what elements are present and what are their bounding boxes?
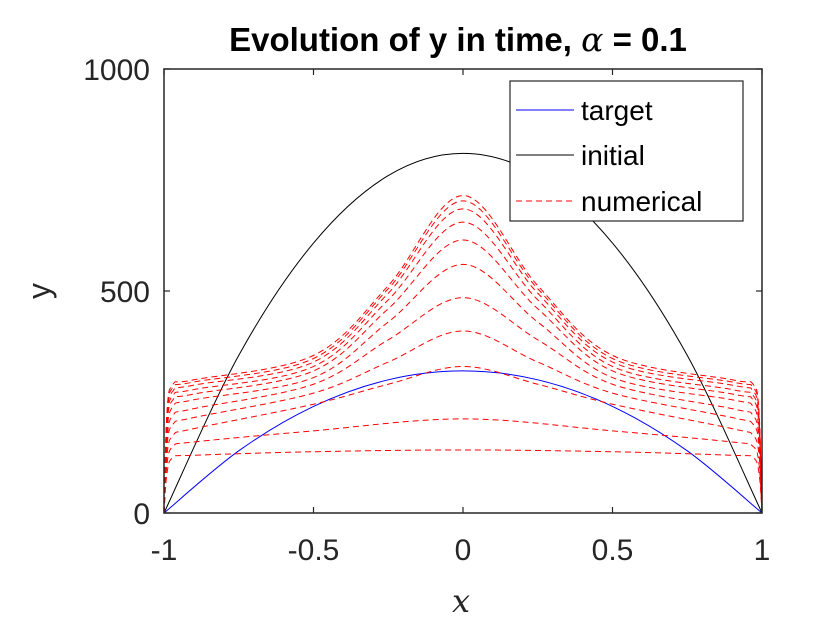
chart-title: Evolution of y in time, α = 0.1	[229, 20, 687, 59]
x-tick-label: -0.5	[288, 534, 340, 567]
series-line-numerical-1	[163, 449, 763, 514]
y-tick-label: 500	[100, 276, 150, 309]
series-line-numerical-6	[163, 263, 763, 514]
series-line-numerical-5	[163, 297, 763, 514]
legend-label-initial: initial	[581, 140, 645, 171]
series-line-numerical-2	[163, 418, 763, 514]
series-line-numerical-11	[163, 195, 763, 514]
series-line-target	[163, 370, 763, 514]
series-line-numerical-3	[163, 365, 763, 514]
series-line-numerical-7	[163, 239, 763, 514]
y-tick-label: 1000	[83, 54, 150, 87]
legend-label-numerical: numerical	[581, 186, 702, 217]
y-axis-label: y	[21, 283, 57, 299]
x-tick-label: 1	[754, 534, 771, 567]
plot-lines	[163, 152, 763, 514]
series-line-initial	[163, 152, 763, 514]
legend-box	[509, 80, 744, 222]
alpha-symbol: α	[581, 20, 603, 59]
x-axis-label: x	[452, 582, 470, 620]
series-line-numerical-8	[163, 221, 763, 514]
x-tick-label: -1	[151, 534, 178, 567]
series-line-numerical-10	[163, 200, 763, 514]
x-tick-label: 0	[455, 534, 472, 567]
legend-label-target: target	[581, 95, 653, 126]
x-tick-label: 0.5	[592, 534, 634, 567]
legend: target initial numerical	[509, 80, 744, 222]
axis-ticks: -1 -0.5 0 0.5 1 0 500 1000	[83, 54, 770, 567]
series-line-numerical-9	[163, 208, 763, 514]
y-tick-label: 0	[133, 498, 150, 531]
series-line-numerical-4	[163, 330, 763, 514]
